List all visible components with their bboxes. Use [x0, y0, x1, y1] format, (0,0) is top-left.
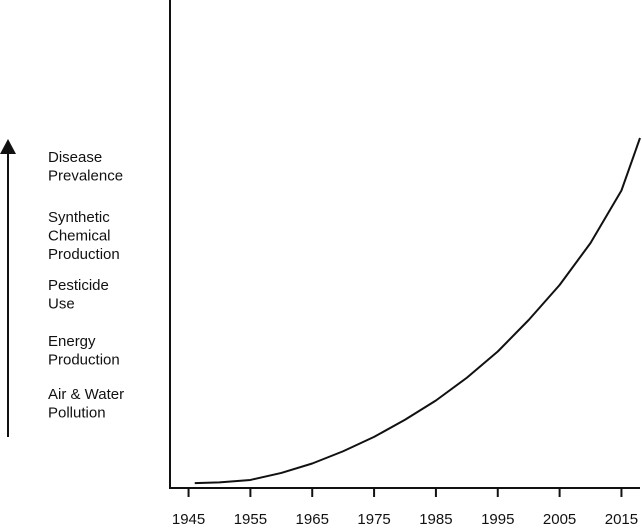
x-tick-label: 2015 — [605, 511, 638, 528]
indicator-label: Disease — [48, 149, 102, 166]
y-arrow-head — [0, 139, 16, 154]
x-tick-label: 1985 — [419, 511, 452, 528]
indicator-label: Production — [48, 246, 120, 263]
indicator-label: Prevalence — [48, 167, 123, 184]
x-tick-label: 1995 — [481, 511, 514, 528]
x-tick-label: 2005 — [543, 511, 576, 528]
indicator-label: Pesticide — [48, 277, 109, 294]
indicator-label: Pollution — [48, 404, 106, 421]
indicator-label: Production — [48, 351, 120, 368]
line-series — [194, 137, 641, 485]
x-tick-label: 1965 — [296, 511, 329, 528]
indicator-label: Use — [48, 295, 75, 312]
x-tick-label: 1945 — [172, 511, 205, 528]
indicator-label: Energy — [48, 333, 96, 350]
indicator-label: Synthetic — [48, 209, 110, 226]
x-tick-label: 1975 — [357, 511, 390, 528]
indicator-label: Chemical — [48, 227, 111, 244]
x-tick-label: 1955 — [234, 511, 267, 528]
indicator-label: Air & Water — [48, 386, 124, 403]
